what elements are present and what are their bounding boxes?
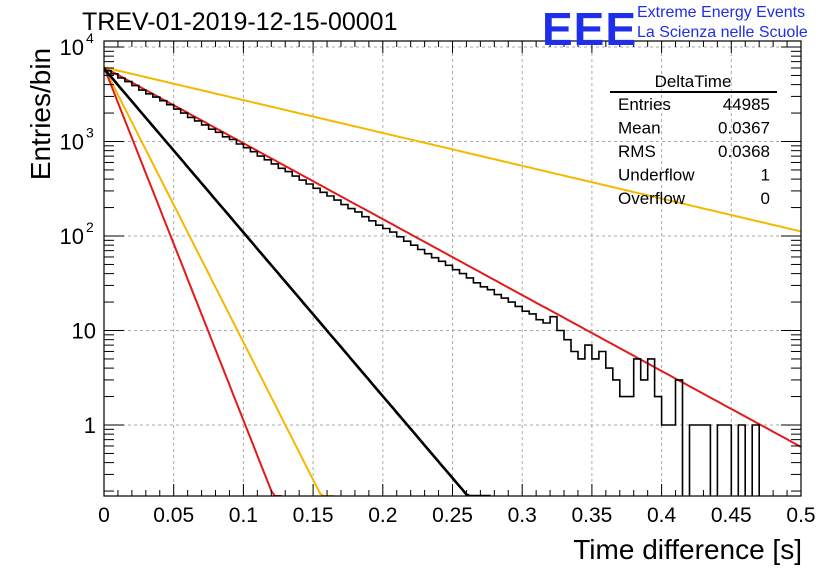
logo-line-1: Extreme Energy Events xyxy=(637,4,806,21)
y-tick-exponent: 2 xyxy=(86,219,94,235)
stats-label: Entries xyxy=(618,95,671,114)
reference-line-red xyxy=(104,66,282,496)
x-axis-label: Time difference [s] xyxy=(573,534,802,565)
reference-line-orange xyxy=(104,66,801,233)
reference-line-red xyxy=(104,66,801,448)
x-tick-label: 0.5 xyxy=(786,504,815,527)
stats-label: Overflow xyxy=(618,189,686,208)
y-tick-label: 10 xyxy=(60,35,84,60)
stats-label: Underflow xyxy=(618,166,695,185)
stats-value: 0 xyxy=(761,189,770,208)
x-tick-label: 0.15 xyxy=(293,504,334,527)
x-tick-label: 0 xyxy=(98,504,110,527)
x-tick-label: 0.3 xyxy=(508,504,537,527)
y-tick-exponent: 3 xyxy=(86,125,94,141)
x-tick-label: 0.05 xyxy=(153,504,194,527)
y-tick-label: 10 xyxy=(72,319,96,344)
stats-value: 1 xyxy=(761,166,770,185)
x-tick-label: 0.4 xyxy=(647,504,677,527)
stats-name: DeltaTime xyxy=(655,72,732,91)
y-tick-label: 10 xyxy=(60,224,84,249)
stats-value: 0.0368 xyxy=(718,142,770,161)
y-axis-label: Entries/bin xyxy=(25,47,56,181)
stats-label: Mean xyxy=(618,119,661,138)
x-tick-label: 0.45 xyxy=(711,504,752,527)
y-tick-label: 1 xyxy=(84,413,96,438)
x-tick-label: 0.2 xyxy=(368,504,397,527)
x-tick-label: 0.25 xyxy=(432,504,473,527)
logo-line-2: La Scienza nelle Scuole xyxy=(637,24,808,41)
y-tick-label: 10 xyxy=(60,130,84,155)
plot-content xyxy=(104,66,801,496)
eee-logo: EEE xyxy=(542,3,638,55)
reference-line-orange xyxy=(104,66,334,496)
histogram-steps xyxy=(104,70,760,496)
axes: 0 0.05 0.1 0.15 0.2 0.25 0.3 0.35 0.4 0.45 0.51101… xyxy=(60,30,816,527)
stats-box: DeltaTime Entries 44985 Mean 0.0367 RMS 0.036… xyxy=(610,72,777,208)
chart-title: TREV-01-2019-12-15-00001 xyxy=(82,8,398,36)
stats-rows: Entries 44985 Mean 0.0367 RMS 0.0368 Underflow… xyxy=(618,95,770,208)
x-tick-label: 0.35 xyxy=(571,504,612,527)
exponential-fit-line xyxy=(104,67,491,496)
x-tick-label: 0.1 xyxy=(229,504,258,527)
y-tick-exponent: 4 xyxy=(86,30,94,46)
stats-label: RMS xyxy=(618,142,656,161)
stats-value: 0.0367 xyxy=(718,119,770,138)
stats-value: 44985 xyxy=(723,95,770,114)
